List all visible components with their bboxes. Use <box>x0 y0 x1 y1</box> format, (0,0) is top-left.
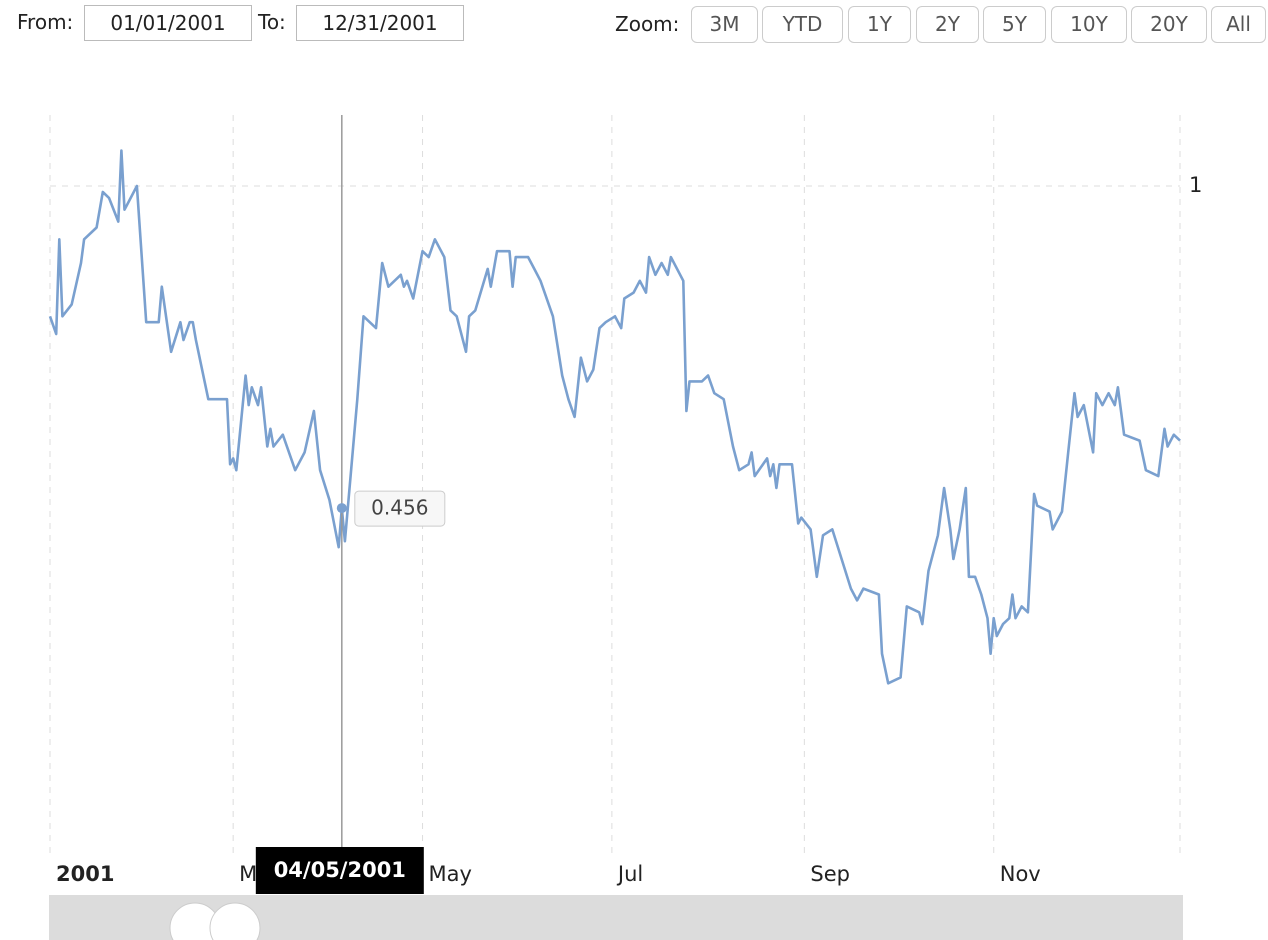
zoom-button[interactable]: 3M <box>691 6 758 43</box>
y-tick-label: 1 <box>1189 173 1202 197</box>
hover-marker <box>336 503 347 514</box>
zoom-button[interactable]: 1Y <box>848 6 911 43</box>
zoom-button[interactable]: YTD <box>762 6 843 43</box>
zoom-button[interactable]: 10Y <box>1051 6 1127 43</box>
date-label: 04/05/2001 <box>274 858 406 882</box>
x-tick-label: May <box>429 862 472 886</box>
x-tick-label: Nov <box>1000 862 1041 886</box>
date-label-box <box>255 847 424 894</box>
tooltip-value: 0.456 <box>371 496 428 520</box>
navigator-handle[interactable] <box>209 902 261 940</box>
x-tick-label: 2001 <box>56 862 114 886</box>
zoom-button[interactable]: 2Y <box>916 6 979 43</box>
zoom-button[interactable]: All <box>1211 6 1266 43</box>
x-tick-label: Sep <box>810 862 850 886</box>
to-input[interactable]: 12/31/2001 <box>296 5 464 41</box>
zoom-label: Zoom: <box>615 12 680 36</box>
tooltip-box <box>354 490 446 527</box>
from-input[interactable]: 01/01/2001 <box>84 5 252 41</box>
from-label: From: <box>17 10 74 34</box>
data-line <box>48 149 1181 685</box>
zoom-button[interactable]: 5Y <box>983 6 1046 43</box>
zoom-button[interactable]: 20Y <box>1131 6 1207 43</box>
x-tick-label: Jul <box>616 862 643 886</box>
to-label: To: <box>258 10 286 34</box>
